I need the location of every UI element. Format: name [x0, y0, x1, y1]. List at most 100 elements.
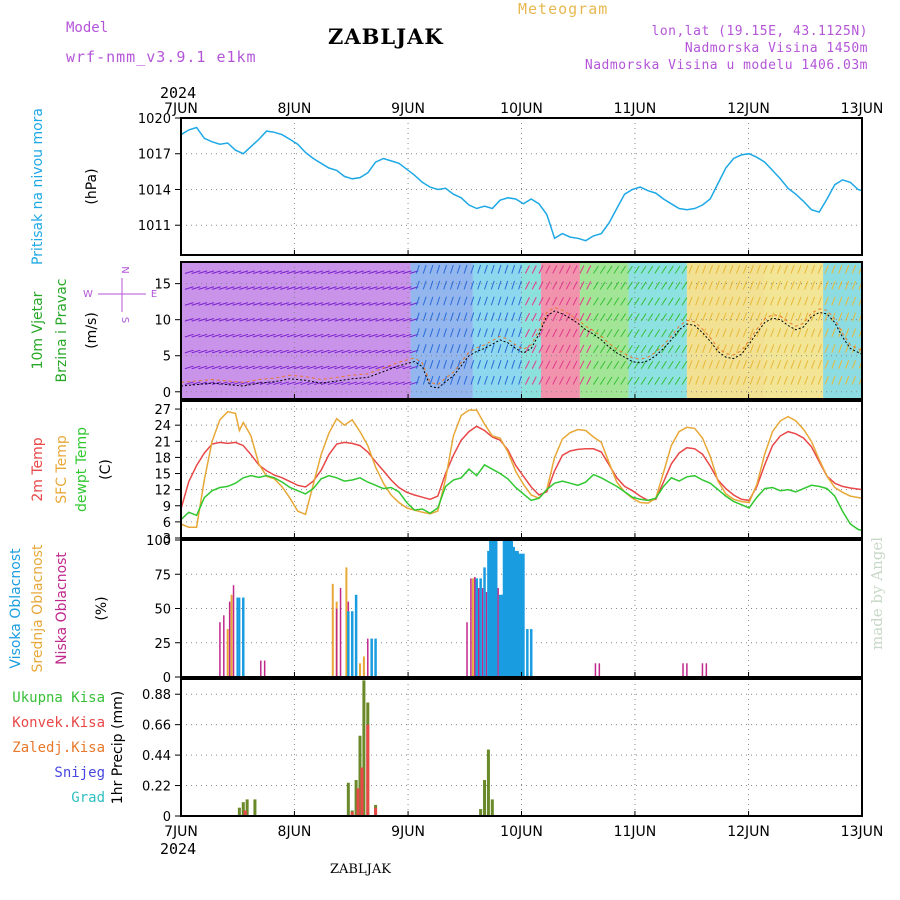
meteogram-label: Meteogram: [518, 0, 609, 18]
wind-arrow: [375, 333, 385, 338]
wind-arrow: [715, 312, 720, 322]
wind-arrow: [484, 328, 488, 338]
wind-arrow: [681, 281, 688, 290]
cloud-bar: [516, 550, 519, 677]
wind-arrow: [736, 264, 741, 274]
wind-arrow: [429, 375, 434, 385]
wind-arrow: [436, 360, 441, 369]
wind-arrow: [477, 312, 482, 322]
wind-arrow: [831, 360, 836, 369]
cloud-bar: [347, 611, 350, 677]
wind-arrow: [531, 360, 537, 369]
wind-arrow: [593, 345, 599, 354]
wind-arrow: [211, 365, 221, 370]
wind-arrow: [450, 296, 454, 306]
wind-arrow: [729, 328, 734, 338]
wind-arrow: [695, 264, 700, 274]
wind-arrow: [368, 365, 378, 370]
wind-arrow: [422, 296, 427, 306]
wind-arrow: [579, 281, 585, 290]
wind-arrow: [695, 280, 700, 290]
wind-arrow: [599, 376, 606, 385]
wind-arrow: [661, 360, 667, 369]
wind-arrow: [695, 360, 700, 369]
wind-arrow: [490, 328, 495, 338]
wind-arrow: [402, 333, 412, 338]
x-day-label-top-0: 7JUN: [164, 101, 198, 117]
wind-arrow: [824, 376, 829, 385]
wind-arrow: [191, 270, 201, 275]
wind-arrow: [327, 317, 337, 322]
wind-arrow: [429, 344, 434, 354]
wind-arrow: [804, 264, 809, 274]
cloud-bar: [475, 578, 478, 677]
precip-bar: [358, 735, 362, 816]
wind-arrow: [273, 317, 283, 322]
wind-arrow: [382, 286, 392, 290]
cloud-bar: [514, 550, 517, 677]
wind-arrow: [395, 333, 405, 338]
wind-arrow: [804, 328, 809, 338]
cloud-bar: [510, 540, 514, 677]
cloud-bar: [483, 567, 486, 677]
wind-arrow: [511, 344, 516, 354]
wind-arrow: [708, 280, 713, 290]
wind-arrow: [198, 270, 208, 275]
wind-arrow: [606, 345, 613, 354]
wind-arrow: [824, 328, 829, 338]
wind-arrow: [307, 349, 317, 354]
wind-arrow: [422, 312, 427, 322]
wind-arrow: [511, 312, 516, 322]
wind-arrow: [484, 264, 488, 274]
wind-arrow: [667, 281, 674, 290]
wind-arrow: [456, 375, 461, 385]
wind-arrow: [490, 264, 495, 274]
wind-arrow: [232, 317, 242, 322]
wind-arrow: [552, 344, 558, 354]
wind-arrow: [375, 270, 385, 275]
wind-arrow: [402, 286, 412, 290]
cloud-bar: [335, 608, 338, 677]
precip-legend-3: Snijeg: [54, 765, 105, 781]
wind-arrow: [640, 265, 647, 274]
x-day-label-bottom-6: 13JUN: [841, 824, 884, 840]
wind-arrow: [538, 328, 544, 338]
wind-arrow: [477, 344, 482, 354]
cloud-bar: [226, 629, 229, 677]
wind-arrow: [627, 265, 633, 274]
wind-arrow: [756, 264, 761, 274]
wind-arrow: [844, 328, 850, 338]
wind-arrow: [756, 312, 761, 322]
ytick-label-temperature-1: 6: [163, 516, 171, 531]
wind-arrow: [389, 317, 398, 322]
panel-frame-cloud: [180, 539, 863, 678]
wind-arrow: [701, 344, 707, 354]
wind-arrow: [524, 344, 530, 354]
wind-arrow: [286, 381, 296, 386]
wind-arrow: [354, 333, 364, 338]
cloud-bar: [701, 663, 704, 677]
cloud-bar: [219, 622, 221, 677]
wind-arrow: [314, 270, 324, 275]
wind-arrow: [415, 312, 420, 322]
wind-arrow: [300, 365, 310, 370]
wind-arrow: [225, 333, 235, 338]
wind-arrow: [524, 297, 530, 306]
wind-arrow: [341, 270, 351, 275]
wind-arrow: [334, 333, 344, 338]
wind-arrow: [674, 265, 681, 274]
wind-arrow: [280, 302, 289, 306]
wind-arrow: [817, 376, 822, 385]
wind-arrow: [742, 360, 748, 369]
wind-arrow: [232, 286, 242, 290]
wind-arrow: [606, 281, 613, 290]
precip-bar: [490, 799, 494, 816]
wind-arrow: [599, 345, 606, 354]
wind-arrow: [334, 365, 344, 370]
wind-arrow: [348, 317, 358, 322]
wind-arrow: [681, 329, 688, 338]
x-day-label-top-3: 10JUN: [500, 101, 543, 117]
wind-arrow: [831, 264, 836, 274]
cloud-bar: [350, 611, 354, 677]
wind-arrow: [395, 317, 405, 322]
